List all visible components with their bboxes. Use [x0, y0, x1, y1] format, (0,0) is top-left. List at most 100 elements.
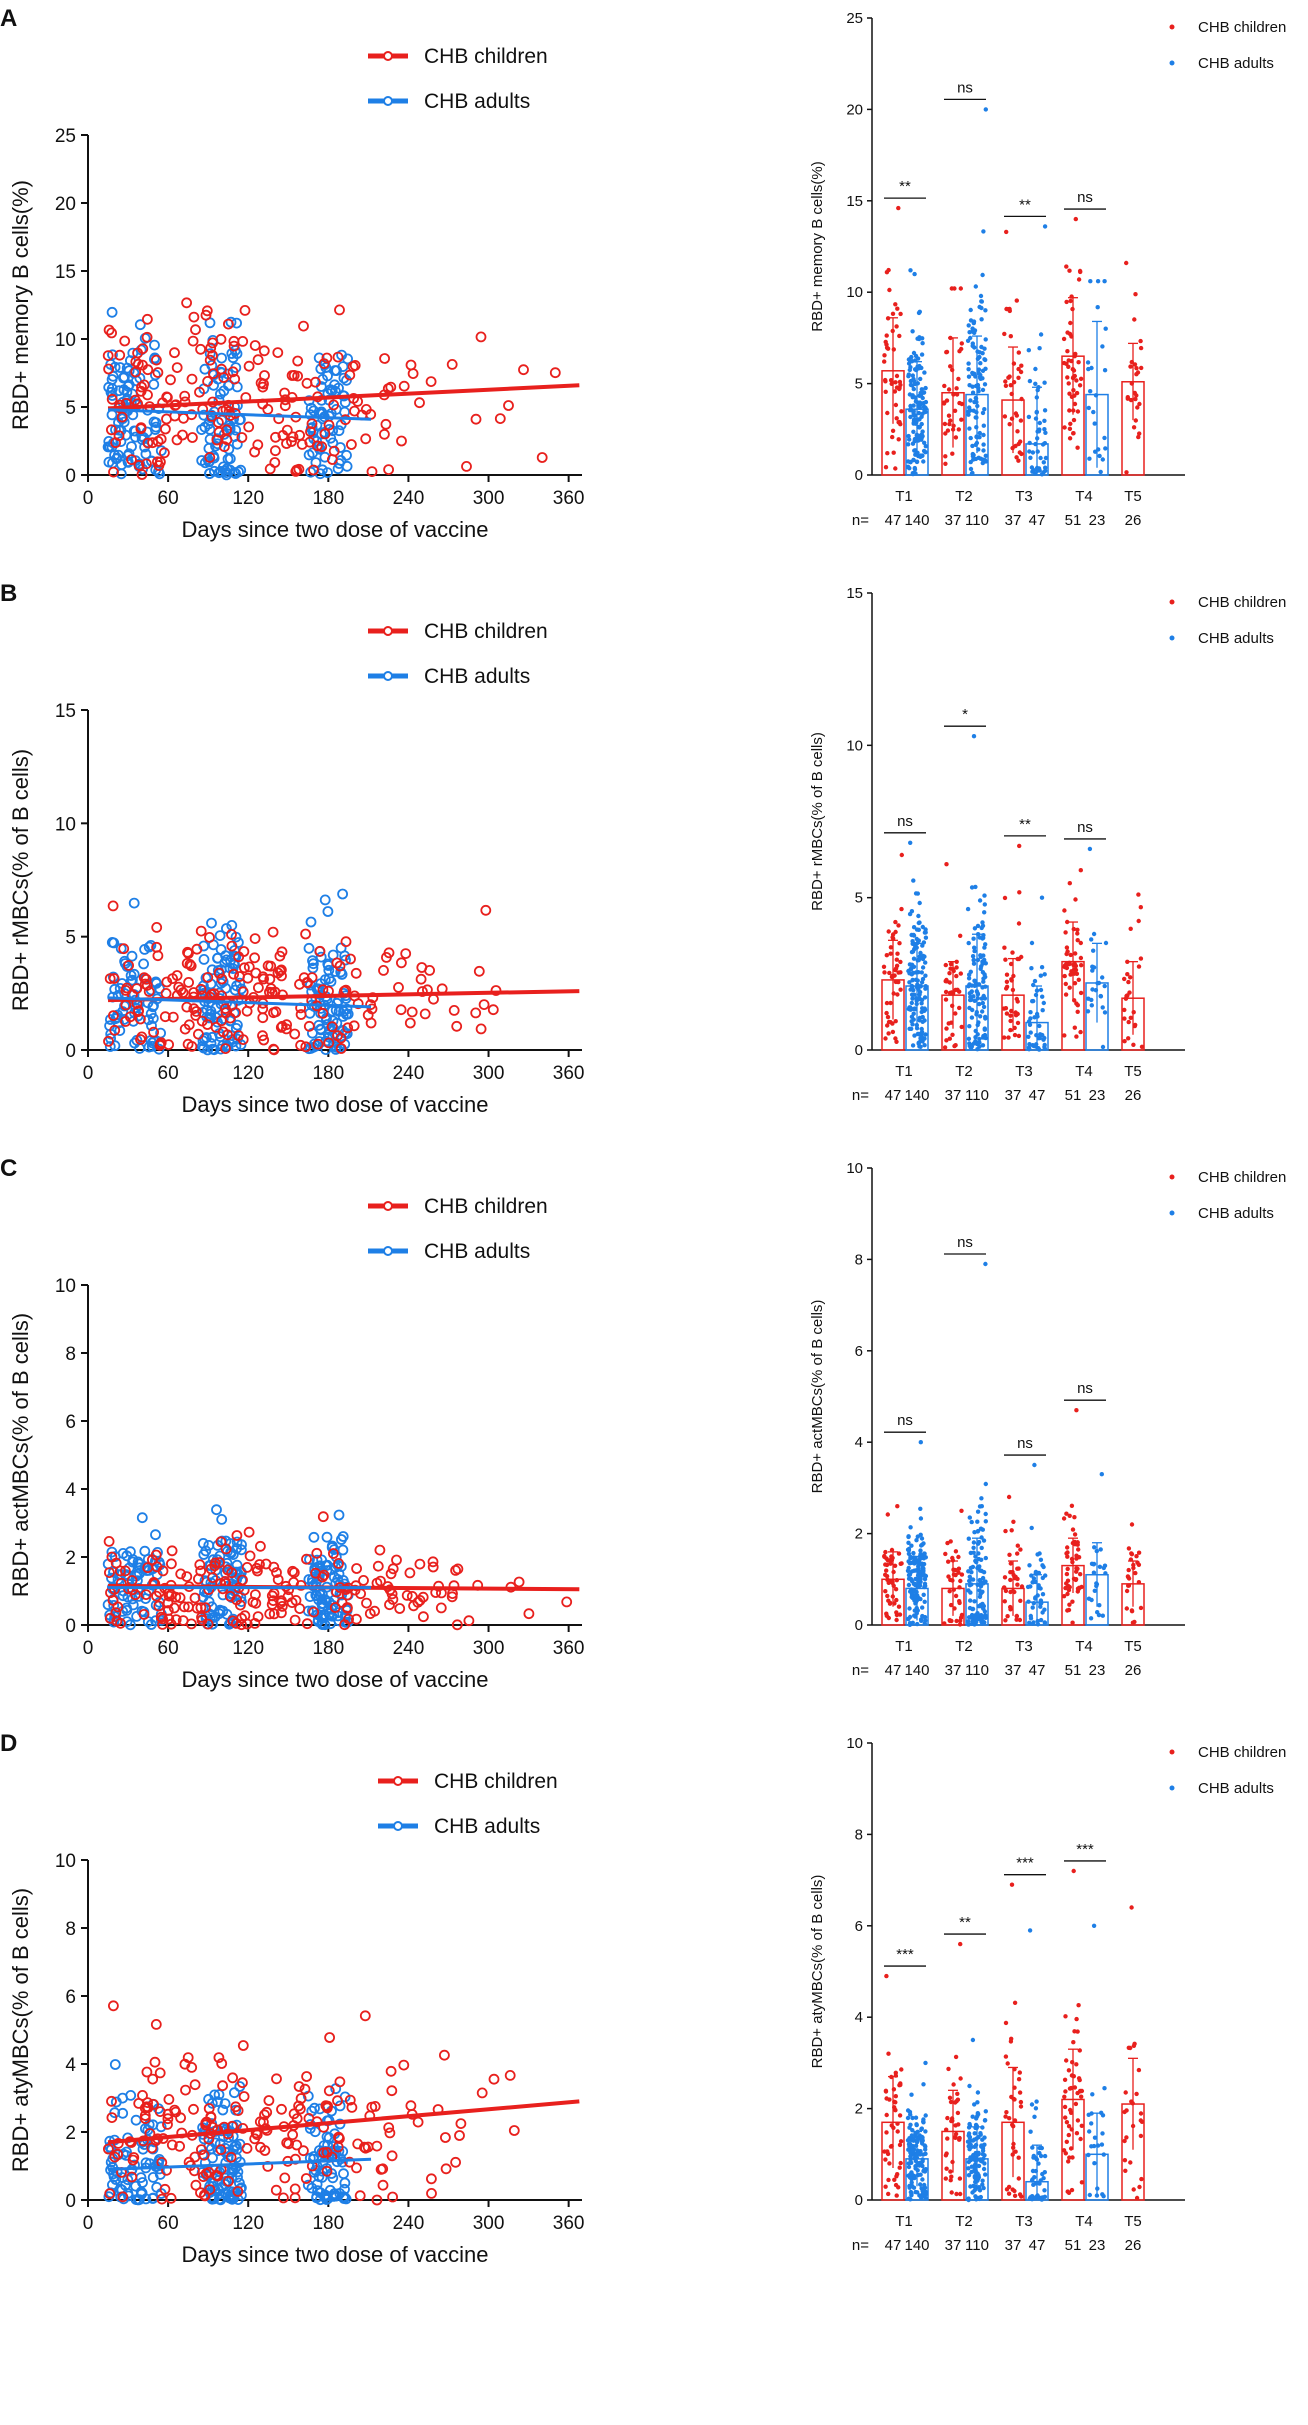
bar-dot-adults — [978, 1568, 983, 1573]
scatter-point-adults — [123, 365, 135, 377]
bar-dot-children — [1014, 298, 1019, 303]
bar-dot-children — [1062, 973, 1067, 979]
bar-dot-children — [1066, 2190, 1072, 2195]
bar-dot-adults — [1092, 1545, 1097, 1550]
scatter-point-children — [153, 1600, 165, 1612]
scatter-point-adults — [218, 385, 230, 397]
bar-dot-children — [944, 2166, 949, 2171]
scatter-point-children — [383, 464, 395, 476]
significance-label: ns — [897, 1412, 913, 1429]
scatter-point-children — [398, 380, 410, 392]
bar-dot-children — [1071, 431, 1076, 436]
scatter-point-children — [242, 972, 254, 984]
scatter-point-adults — [149, 424, 161, 435]
scatter-point-children — [217, 2080, 229, 2092]
bar-dot-children — [893, 380, 898, 385]
n-label: 47 — [885, 1087, 902, 1104]
bar-dot-adults — [972, 2131, 977, 2136]
scatter-point-children — [404, 1017, 416, 1029]
bar-dot-adults — [980, 2178, 985, 2183]
bar-dot-adults — [1027, 1042, 1032, 1047]
bar-dot-adults — [981, 442, 986, 447]
bar-dot-children — [890, 328, 895, 334]
bar-dot-adults — [1103, 940, 1109, 946]
bar-dot-children — [943, 454, 948, 459]
bar-dot-children — [958, 2076, 963, 2081]
bar-dot-children — [1078, 1572, 1083, 1577]
scatter-point-children — [154, 2067, 166, 2079]
scatter-point-adults — [150, 1529, 161, 1541]
scatter-point-children — [175, 984, 187, 996]
bar-dot-children — [1009, 1882, 1015, 1887]
bar-dot-adults — [1030, 450, 1036, 455]
scatter-point-adults — [117, 2107, 129, 2119]
bar-dot-children — [1133, 1570, 1138, 1576]
bar-dot-children — [1122, 976, 1127, 982]
bar-dot-children — [954, 973, 959, 979]
bar-dot-children — [1012, 1025, 1017, 1031]
bar-dot-children — [1076, 360, 1081, 365]
bar-dot-children — [885, 346, 891, 351]
scatter-point-adults — [202, 453, 214, 465]
bar-dot-adults — [914, 459, 920, 464]
bar-dot-adults — [969, 471, 975, 476]
scatter-point-children — [232, 2185, 244, 2197]
bar-dot-adults — [977, 2196, 982, 2202]
bar-dot-children — [1074, 1408, 1079, 1413]
scatter-point-children — [385, 1568, 397, 1580]
scatter-point-children — [142, 1562, 154, 1574]
bar-dot-adults — [980, 1589, 985, 1595]
trend-line-children — [107, 2099, 580, 2145]
scatter-point-children — [135, 385, 147, 397]
bar-dot-adults — [1041, 1564, 1046, 1570]
scatter-point-adults — [235, 464, 247, 476]
bar-dot-adults — [1086, 2152, 1091, 2158]
bar-dot-children — [1070, 2155, 1075, 2160]
bar-y-tick-label: 6 — [855, 1343, 863, 1360]
bar-dot-children — [1011, 361, 1017, 366]
bar-dot-adults — [980, 272, 985, 278]
bar-dot-children — [1136, 1562, 1142, 1568]
bar-dot-adults — [1037, 1551, 1042, 1556]
scatter-point-children — [380, 418, 392, 430]
bar-dot-adults — [979, 1557, 984, 1563]
scatter-point-adults — [303, 449, 315, 461]
scatter-point-children — [334, 960, 346, 972]
bar-dot-children — [947, 1589, 952, 1594]
bar-dot-adults — [966, 1036, 972, 1042]
bar-dot-adults — [983, 1035, 988, 1041]
scatter-point-children — [301, 1553, 312, 1565]
bar-dot-adults — [978, 293, 984, 299]
bar-dot-adults — [918, 2182, 923, 2187]
bar-dot-children — [889, 1554, 894, 1559]
scatter-point-children — [222, 1029, 233, 1041]
x-tick-label: 60 — [158, 488, 179, 509]
bar-dot-adults — [912, 271, 917, 277]
scatter-point-children — [130, 366, 142, 378]
scatter-point-adults — [209, 2184, 221, 2195]
bar-dot-children — [946, 1559, 951, 1564]
bar-dot-adults — [1033, 2106, 1039, 2111]
scatter-point-adults — [325, 976, 337, 987]
bar-dot-children — [882, 359, 887, 364]
scatter-point-children — [287, 1565, 299, 1577]
scatter-point-adults — [211, 1504, 222, 1516]
scatter-point-children — [104, 973, 116, 984]
bar-dot-children — [1066, 2068, 1072, 2073]
legend-marker-children — [383, 51, 393, 61]
bar-dot-adults — [983, 308, 988, 313]
bar-dot-adults — [970, 2190, 975, 2195]
bar-dot-children — [952, 286, 957, 291]
bar-dot-children — [1124, 260, 1129, 266]
scatter-point-children — [136, 1031, 148, 1043]
scatter-point-children — [294, 429, 306, 441]
scatter-point-children — [387, 2191, 399, 2203]
bar-dot-children — [945, 428, 951, 433]
bar-dot-children — [898, 2082, 903, 2088]
bar-dot-adults — [920, 434, 925, 439]
bar-dot-adults — [970, 443, 975, 449]
bar-dot-adults — [977, 304, 982, 310]
scatter-point-children — [237, 2040, 249, 2051]
bar-dot-children — [1134, 366, 1139, 371]
bar-dot-adults — [910, 393, 915, 398]
